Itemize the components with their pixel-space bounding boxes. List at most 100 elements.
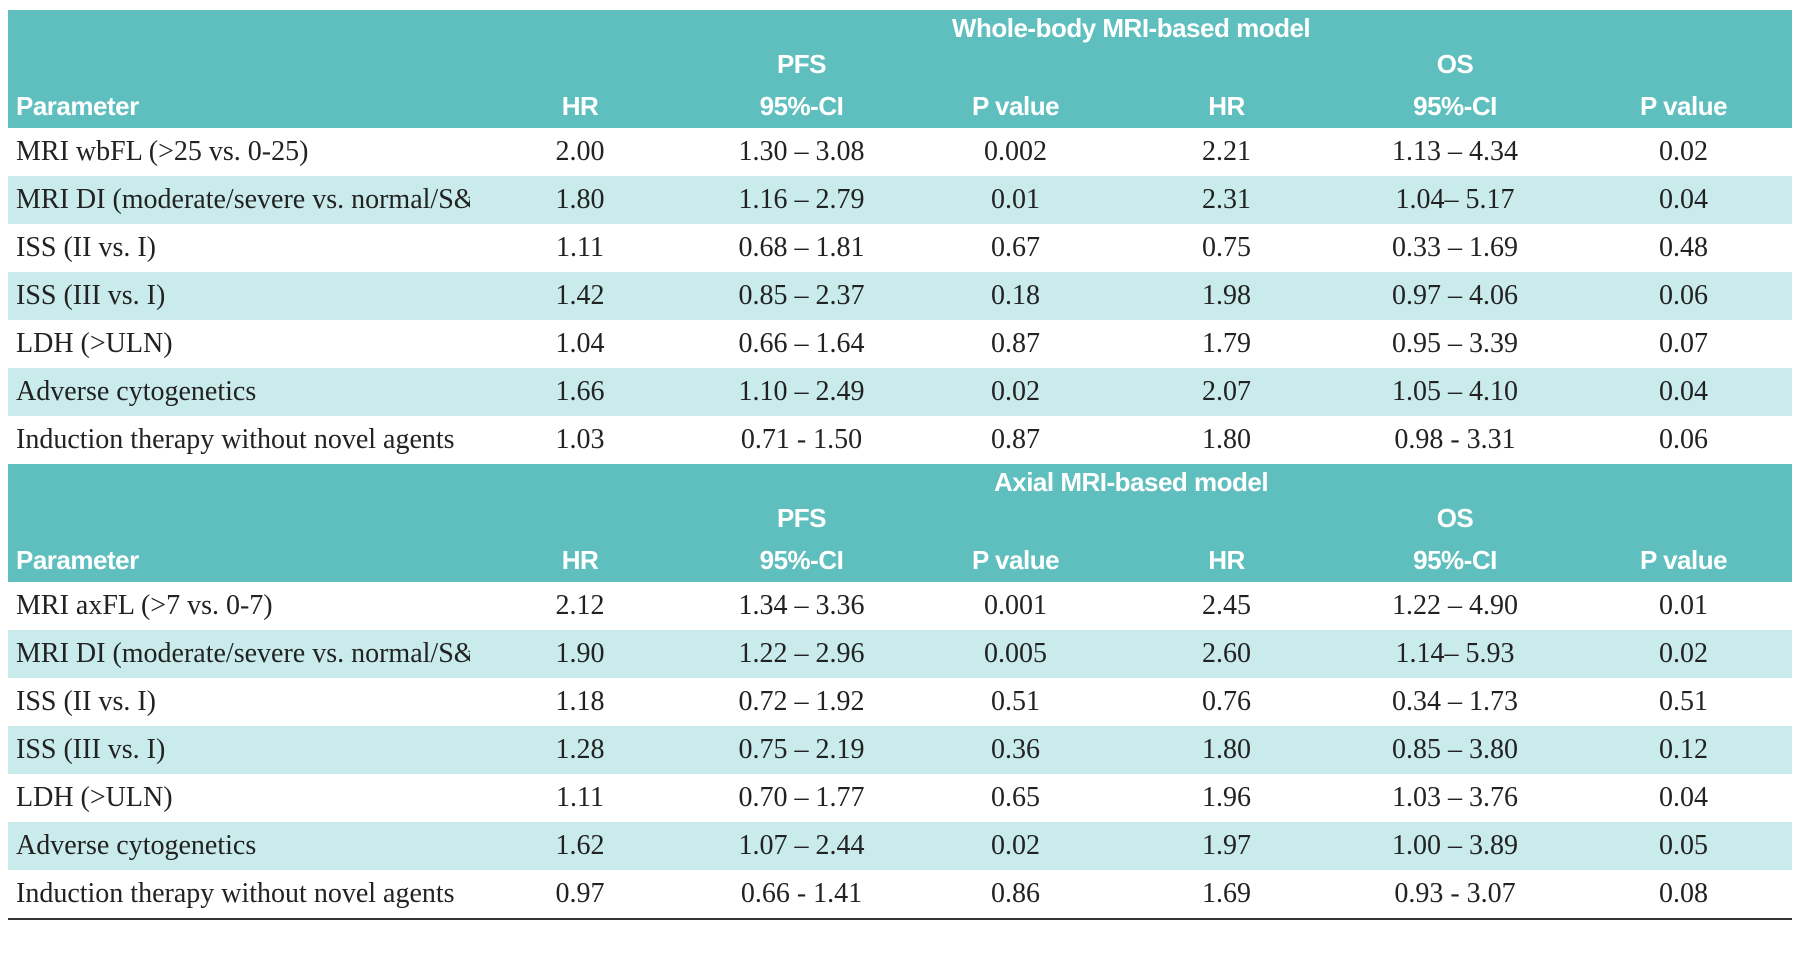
column-header-row: Parameter HR 95%-CI P value HR 95%-CI P value [8, 80, 1793, 128]
empty-cell [1575, 500, 1793, 534]
cell: 2.60 [1118, 630, 1335, 678]
cell: 0.70 – 1.77 [738, 782, 865, 813]
row-label: MRI wbFL (>25 vs. 0-25) [16, 136, 309, 167]
cell: 1.11 [556, 232, 604, 263]
cell: 0.75 – 2.19 [690, 726, 913, 774]
group-header-row: PFS OS [8, 46, 1793, 80]
cell: 0.68 – 1.81 [738, 232, 865, 263]
empty-cell [8, 10, 470, 46]
column-header: HR [1118, 534, 1335, 582]
cell: 2.12 [555, 590, 605, 621]
cell: 0.06 [1575, 272, 1793, 320]
empty-cell [8, 500, 470, 534]
cell: 0.66 – 1.64 [738, 328, 865, 359]
cell: 1.22 – 2.96 [690, 630, 913, 678]
cell: 2.00 [555, 136, 605, 167]
cell: 0.67 [991, 232, 1040, 263]
cell: 1.30 – 3.08 [738, 136, 865, 167]
cell: 0.48 [1659, 232, 1709, 263]
section-title-row: Axial MRI-based model [8, 464, 1793, 500]
column-header: P value [1575, 80, 1793, 128]
section-title: Axial MRI-based model [470, 464, 1793, 500]
data-row: MRI DI (moderate/severe vs. normal/S&P) 1… [8, 630, 1793, 678]
cell: 1.04– 5.17 [1335, 176, 1575, 224]
cell: 1.03 – 3.76 [1392, 782, 1518, 813]
cell: 1.03 [555, 424, 605, 455]
data-row: ISS (III vs. I) 1.42 0.85 – 2.37 0.18 1.98 0.… [8, 272, 1793, 320]
row-label: LDH (>ULN) [16, 782, 173, 813]
cell: 1.07 – 2.44 [690, 822, 913, 870]
cell: 0.02 [1575, 630, 1793, 678]
cell: 0.51 [991, 686, 1040, 717]
empty-cell [913, 46, 1118, 80]
cell: 1.28 [470, 726, 690, 774]
column-header: HR [470, 80, 690, 128]
cell: 0.66 - 1.41 [690, 870, 913, 920]
cell: 0.12 [1575, 726, 1793, 774]
empty-cell [1118, 46, 1335, 80]
column-header-row: Parameter HR 95%-CI P value HR 95%-CI P value [8, 534, 1793, 582]
cell: 0.005 [913, 630, 1118, 678]
column-header: 95%-CI [690, 80, 913, 128]
cell: 2.21 [1202, 136, 1251, 167]
cell: 1.80 [470, 176, 690, 224]
data-row: LDH (>ULN) 1.04 0.66 – 1.64 0.87 1.79 0.95 – … [8, 320, 1792, 368]
row-label: ISS (III vs. I) [8, 726, 470, 774]
empty-cell [1575, 46, 1793, 80]
empty-cell [8, 464, 470, 500]
column-header: 95%-CI [1335, 80, 1575, 128]
cell: 1.90 [470, 630, 690, 678]
cell: 0.07 [1659, 328, 1709, 359]
table-wrap: Whole-body MRI-based model PFS OS Parameter… [8, 10, 1793, 920]
table-body: Whole-body MRI-based model PFS OS Parameter… [8, 10, 1793, 920]
cell: 1.16 – 2.79 [690, 176, 913, 224]
group-header: PFS [690, 500, 913, 534]
cell: 0.71 - 1.50 [740, 424, 863, 455]
cell: 1.80 [1202, 424, 1251, 455]
cell: 1.22 – 4.90 [1392, 590, 1518, 621]
cell: 1.00 – 3.89 [1335, 822, 1575, 870]
cell: 0.97 [470, 870, 690, 920]
data-row: Adverse cytogenetics 1.66 1.10 – 2.49 0.02 2… [8, 368, 1793, 416]
cell: 0.02 [913, 368, 1118, 416]
cell: 0.06 [1659, 424, 1709, 455]
data-row: Adverse cytogenetics 1.62 1.07 – 2.44 0.02 1… [8, 822, 1793, 870]
empty-cell [470, 46, 690, 80]
cell: 0.04 [1575, 176, 1793, 224]
cell: 1.98 [1118, 272, 1335, 320]
column-header: 95%-CI [690, 534, 913, 582]
cell: 1.13 – 4.34 [1392, 136, 1518, 167]
cell: 0.85 – 3.80 [1335, 726, 1575, 774]
row-label: Induction therapy without novel agents [8, 870, 470, 920]
cell: 0.04 [1575, 368, 1793, 416]
cell: 0.18 [913, 272, 1118, 320]
row-label: Induction therapy without novel agents [16, 424, 455, 455]
cell: 1.18 [555, 686, 605, 717]
column-header: HR [470, 534, 690, 582]
cell: 0.75 [1202, 232, 1251, 263]
cell: 1.14– 5.93 [1335, 630, 1575, 678]
empty-cell [8, 46, 470, 80]
cell: 0.51 [1659, 686, 1709, 717]
column-header: P value [913, 534, 1118, 582]
group-header: OS [1335, 500, 1575, 534]
cell: 0.02 [1659, 136, 1709, 167]
cell: 2.45 [1202, 590, 1251, 621]
row-label: Adverse cytogenetics [8, 822, 470, 870]
column-header: Parameter [8, 80, 470, 128]
column-header: Parameter [8, 534, 470, 582]
data-row: MRI wbFL (>25 vs. 0-25) 2.00 1.30 – 3.08 0.… [8, 128, 1792, 176]
cell: 0.04 [1659, 782, 1709, 813]
row-label: MRI axFL (>7 vs. 0-7) [16, 590, 273, 621]
cell: 1.79 [1202, 328, 1251, 359]
cell: 0.002 [984, 136, 1047, 167]
section-title-row: Whole-body MRI-based model [8, 10, 1793, 46]
row-label: LDH (>ULN) [16, 328, 173, 359]
group-header-row: PFS OS [8, 500, 1793, 534]
column-header: P value [913, 80, 1118, 128]
cell: 0.01 [913, 176, 1118, 224]
cell: 1.10 – 2.49 [690, 368, 913, 416]
cell: 1.62 [470, 822, 690, 870]
cell: 0.98 - 3.31 [1394, 424, 1516, 455]
